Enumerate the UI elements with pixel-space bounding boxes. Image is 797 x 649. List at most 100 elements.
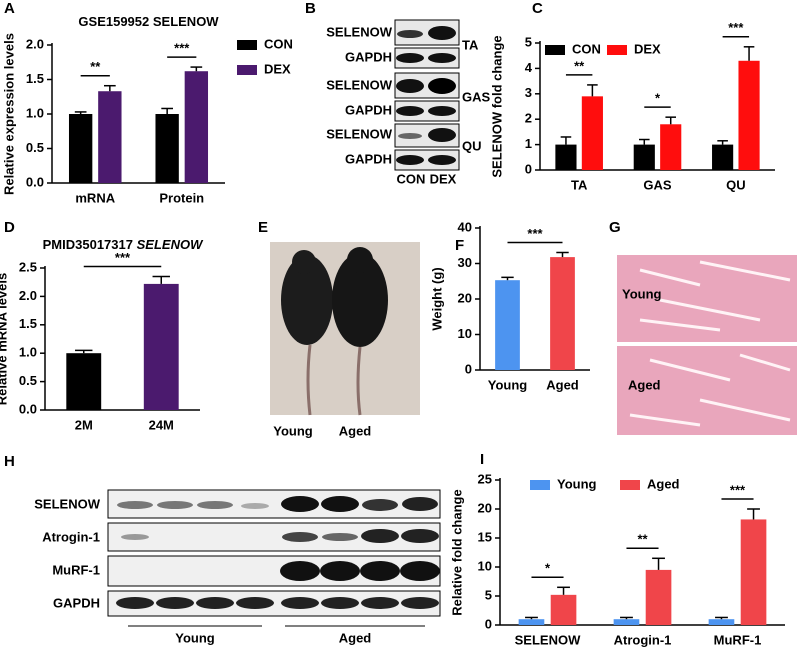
significance-label: ***	[527, 226, 543, 241]
bar	[550, 257, 575, 370]
histology-image	[617, 255, 797, 435]
chart-title: GSE159952 SELENOW	[78, 14, 219, 29]
y-axis-label: Relative mRNA levels	[0, 273, 9, 405]
y-tick-label: 0	[525, 161, 532, 176]
bar	[633, 144, 655, 170]
panel-letter: F	[455, 237, 464, 254]
bar	[518, 619, 545, 625]
panel-letter: D	[4, 219, 15, 236]
group-label: Aged	[339, 630, 372, 645]
group-label: Young	[175, 630, 215, 645]
y-tick-label: 0.5	[26, 140, 44, 155]
image-label: Young	[622, 286, 662, 301]
y-tick-label: 1.0	[26, 105, 44, 120]
x-tick-label: Protein	[159, 190, 204, 205]
y-tick-label: 0	[465, 361, 472, 376]
y-tick-label: 0.0	[19, 401, 37, 416]
panel-letter: I	[480, 451, 484, 468]
blot-row-label: SELENOW	[326, 24, 392, 39]
panel-letter: B	[305, 0, 316, 17]
legend-label: Young	[557, 476, 597, 491]
bar	[645, 569, 672, 625]
photo-label: Young	[273, 423, 313, 438]
y-tick-label: 5	[525, 34, 532, 49]
panel-letter: H	[4, 453, 15, 470]
y-tick-label: 40	[458, 219, 472, 234]
y-tick-label: 1.5	[26, 71, 44, 86]
x-tick-label: Atrogin-1	[614, 632, 672, 647]
y-tick-label: 20	[478, 500, 492, 515]
lane-label: CON	[397, 171, 426, 186]
photo-label: Aged	[339, 423, 372, 438]
blot-row-label: SELENOW	[326, 126, 392, 141]
y-tick-label: 1.5	[19, 316, 37, 331]
panel-letter: G	[609, 219, 621, 236]
tissue-label: TA	[462, 37, 479, 52]
bar	[495, 280, 520, 370]
title-gene: SELENOW	[137, 237, 204, 252]
title-text: GSE159952 SELENOW	[78, 14, 219, 29]
bar	[143, 283, 179, 410]
y-tick-label: 10	[478, 558, 492, 573]
significance-label: **	[574, 58, 585, 73]
y-tick-label: 1.0	[19, 345, 37, 360]
significance-label: *	[655, 91, 661, 106]
tissue-label: QU	[462, 138, 482, 153]
blot-b	[394, 19, 460, 171]
significance-label: ***	[174, 41, 190, 56]
blot-row-label: GAPDH	[345, 102, 392, 117]
bar	[740, 519, 767, 625]
y-tick-label: 2.5	[19, 259, 37, 274]
bar	[738, 60, 760, 170]
panel-letter: E	[258, 219, 268, 236]
x-tick-label: SELENOW	[515, 632, 581, 647]
bar	[660, 124, 682, 170]
bar	[708, 619, 735, 625]
legend-label: CON	[572, 41, 601, 56]
bar	[581, 96, 603, 170]
legend-swatch	[530, 480, 550, 490]
blot-row-label: MuRF-1	[52, 562, 100, 577]
legend-swatch	[607, 45, 627, 55]
blot-row-label: GAPDH	[53, 595, 100, 610]
tissue-label: GAS	[462, 89, 491, 104]
panel-letter: C	[532, 0, 543, 17]
y-axis-label: Relative expression levels	[1, 33, 16, 195]
mouse-photo	[270, 242, 420, 416]
legend-label: DEX	[634, 41, 661, 56]
blot-row-label: GAPDH	[345, 151, 392, 166]
y-tick-label: 30	[458, 255, 472, 270]
blot-row-label: SELENOW	[34, 496, 100, 511]
significance-label: ***	[728, 20, 744, 35]
x-tick-label: TA	[571, 177, 588, 192]
legend-swatch	[545, 45, 565, 55]
y-tick-label: 2	[525, 111, 532, 126]
bar	[550, 594, 577, 625]
x-tick-label: 24M	[149, 417, 174, 432]
y-tick-label: 25	[478, 471, 492, 486]
bar	[68, 114, 93, 183]
x-tick-label: Aged	[546, 377, 579, 392]
y-tick-label: 0.0	[26, 174, 44, 189]
significance-label: *	[545, 561, 551, 576]
x-tick-label: MuRF-1	[714, 632, 762, 647]
y-tick-label: 2.0	[26, 36, 44, 51]
legend-swatch	[237, 40, 257, 50]
y-tick-label: 5	[485, 587, 492, 602]
y-tick-label: 2.0	[19, 288, 37, 303]
image-label: Aged	[628, 377, 661, 392]
blot-row-label: Atrogin-1	[42, 529, 100, 544]
y-tick-label: 1	[525, 136, 532, 151]
legend-label: Aged	[647, 476, 680, 491]
title-text: PMID35017317	[43, 237, 133, 252]
blot-row-label: SELENOW	[326, 77, 392, 92]
bar	[184, 71, 209, 183]
bar	[66, 353, 102, 410]
y-tick-label: 4	[525, 60, 533, 75]
y-axis-label: SELENOW fold change	[489, 35, 504, 177]
x-tick-label: QU	[726, 177, 746, 192]
y-axis-label: Weight (g)	[429, 267, 444, 330]
chart-title: PMID35017317 SELENOW	[43, 237, 204, 252]
y-tick-label: 3	[525, 85, 532, 100]
